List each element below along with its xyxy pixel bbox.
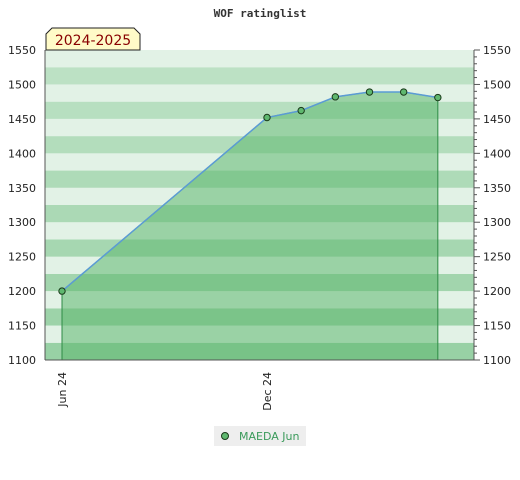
y-tick-label-right: 1500 (483, 78, 511, 91)
grid-band (45, 50, 474, 68)
data-point[interactable] (331, 93, 340, 101)
data-point[interactable] (434, 93, 442, 102)
y-tick-label-right: 1350 (483, 182, 511, 195)
y-tick-label-left: 1500 (8, 78, 36, 91)
legend[interactable]: MAEDA Jun (214, 426, 306, 446)
y-axis-left: 1100 1150 1200 1250 1300 1350 1400 1450 1500 1550 (8, 44, 46, 367)
y-tick-label-right: 1150 (483, 320, 511, 333)
y-tick-label-left: 1550 (8, 44, 36, 57)
legend-marker (221, 432, 229, 440)
data-point[interactable] (58, 287, 66, 295)
y-tick-label-right: 1250 (483, 251, 511, 264)
y-tick-label-right: 1550 (483, 44, 511, 57)
y-tick-label-left: 1200 (8, 285, 36, 298)
data-point[interactable] (399, 88, 408, 96)
x-tick-label: Jun 24 (56, 372, 69, 408)
x-axis: Jun 24 Dec 24 (45, 359, 474, 411)
y-tick-label-right: 1400 (483, 147, 511, 160)
y-tick-label-right: 1300 (483, 216, 511, 229)
season-badge: 2024-2025 (45, 27, 141, 51)
y-tick-label-left: 1350 (8, 182, 36, 195)
data-point[interactable] (365, 88, 374, 96)
grid-band (45, 67, 474, 85)
y-tick-label-left: 1250 (8, 251, 36, 264)
chart-title: WOF ratinglist (214, 7, 307, 20)
data-point[interactable] (297, 106, 305, 115)
y-tick-label-right: 1100 (483, 354, 511, 367)
y-tick-label-left: 1400 (8, 147, 36, 160)
y-tick-label-left: 1150 (8, 320, 36, 333)
season-label: 2024-2025 (55, 33, 131, 49)
series-markers (58, 88, 442, 295)
y-tick-label-left: 1450 (8, 113, 36, 126)
legend-series-name: MAEDA Jun (239, 430, 299, 443)
y-tick-label-right: 1450 (483, 113, 511, 126)
data-point[interactable] (263, 113, 271, 122)
y-axis-right: 1100 1150 1200 1250 1300 1350 1400 1450 1500 1550 (473, 44, 511, 367)
x-tick-label: Dec 24 (261, 372, 274, 411)
y-tick-label-right: 1200 (483, 285, 511, 298)
y-tick-label-left: 1300 (8, 216, 36, 229)
y-tick-label-left: 1100 (8, 354, 36, 367)
